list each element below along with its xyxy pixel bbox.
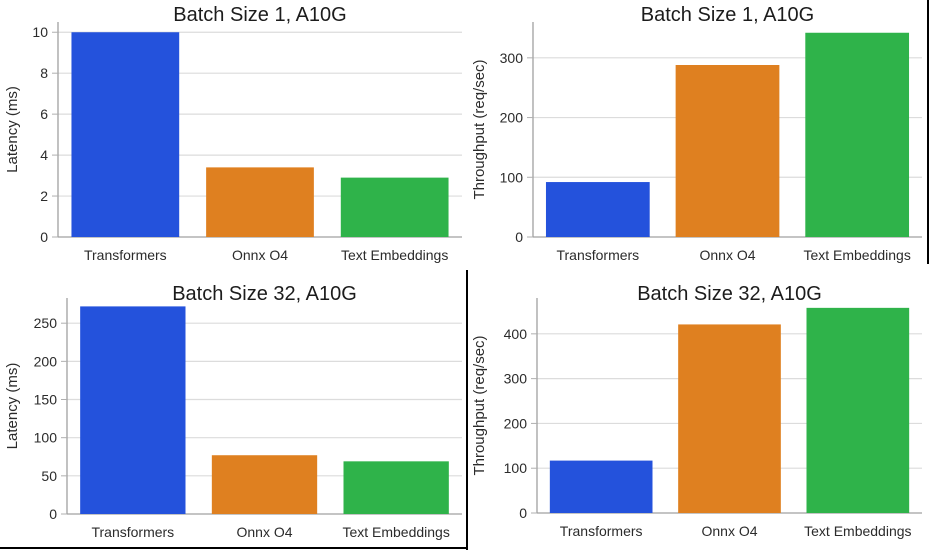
bar-chart-1: 0 100 200 300 Transformers Onnx O4 Text Embedd… — [471, 4, 922, 263]
bar-chart-3: 0 100 200 300 400 Transformers Onnx O4 Text Emb… — [471, 283, 922, 539]
bar-onnx-o4 — [678, 324, 781, 513]
chart-panel-throughput-batch1: 0 100 200 300 Transformers Onnx O4 Text Embedd… — [468, 0, 935, 275]
bar-text-embeddings — [343, 461, 449, 514]
bar-transformers — [545, 182, 650, 237]
chart-panel-throughput-batch32: 0 100 200 300 400 Transformers Onnx O4 Text Emb… — [468, 275, 935, 550]
bar-transformers — [549, 460, 653, 513]
y-axis-label: Throughput (req/sec) — [471, 335, 488, 475]
y-axis-label: Latency (ms) — [4, 363, 21, 450]
bar-chart-2: 0 50 100 150 200 250 Transformers Onnx O4 Text E… — [4, 283, 462, 540]
y-tick-label: 100 — [504, 460, 528, 476]
x-tick-label: Transformers — [91, 524, 174, 540]
y-tick-label: 0 — [515, 229, 523, 245]
chart-panel-latency-batch32: 0 50 100 150 200 250 Transformers Onnx O4 Text E… — [0, 275, 468, 550]
y-tick-label: 2 — [40, 188, 48, 204]
x-tick-label: Text Embeddings — [804, 523, 911, 539]
x-tick-label: Transformers — [560, 523, 643, 539]
chart-title: Batch Size 1, A10G — [173, 4, 346, 26]
chart-title: Batch Size 1, A10G — [641, 4, 814, 26]
y-tick-label: 8 — [40, 65, 48, 81]
y-tick-label: 100 — [34, 430, 58, 446]
x-tick-label: Onnx O4 — [232, 247, 288, 263]
y-tick-label: 200 — [504, 415, 528, 431]
x-tick-label: Onnx O4 — [699, 247, 755, 263]
divider-line-vertical-bottom-middle — [466, 270, 468, 550]
x-tick-label: Transformers — [84, 247, 167, 263]
x-tick-label: Transformers — [556, 247, 639, 263]
y-tick-label: 100 — [500, 169, 524, 185]
y-tick-label: 6 — [40, 106, 48, 122]
y-tick-label: 0 — [519, 505, 527, 521]
x-tick-label: Onnx O4 — [236, 524, 292, 540]
bar-text-embeddings — [805, 32, 910, 237]
y-tick-label: 4 — [40, 147, 48, 163]
bar-transformers — [71, 32, 180, 237]
x-tick-label: Text Embeddings — [342, 524, 449, 540]
bar-onnx-o4 — [211, 455, 318, 514]
y-tick-label: 300 — [504, 371, 528, 387]
y-tick-label: 250 — [34, 315, 58, 331]
bar-transformers — [80, 306, 186, 514]
x-tick-label: Text Embeddings — [803, 247, 910, 263]
chart-title: Batch Size 32, A10G — [637, 283, 822, 305]
divider-line-vertical-top-right — [927, 0, 929, 264]
bar-onnx-o4 — [206, 167, 314, 237]
x-tick-label: Text Embeddings — [341, 247, 448, 263]
y-axis-label: Latency (ms) — [4, 86, 21, 173]
y-tick-label: 0 — [40, 229, 48, 245]
y-tick-label: 300 — [500, 50, 524, 66]
bar-text-embeddings — [340, 177, 449, 237]
chart-title: Batch Size 32, A10G — [172, 283, 357, 305]
y-tick-label: 400 — [504, 326, 528, 342]
y-tick-label: 50 — [41, 468, 57, 484]
bar-text-embeddings — [806, 307, 910, 513]
y-tick-label: 10 — [32, 24, 48, 40]
divider-line-horizontal-bottom-left — [0, 547, 468, 549]
y-tick-label: 200 — [34, 353, 58, 369]
x-tick-label: Onnx O4 — [701, 523, 757, 539]
chart-panel-latency-batch1: 0 2 4 6 8 10 Transformers Onnx O4 Text Embedding… — [0, 0, 468, 275]
y-tick-label: 150 — [34, 392, 58, 408]
bar-chart-0: 0 2 4 6 8 10 Transformers Onnx O4 Text Embedding… — [4, 4, 462, 263]
y-tick-label: 0 — [49, 506, 57, 522]
bar-onnx-o4 — [675, 65, 780, 237]
y-axis-label: Throughput (req/sec) — [471, 59, 488, 199]
y-tick-label: 200 — [500, 110, 524, 126]
